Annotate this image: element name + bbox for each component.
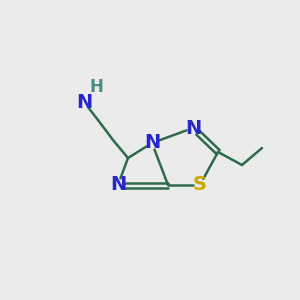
Text: N: N	[144, 134, 160, 152]
Text: N: N	[110, 176, 126, 194]
Text: H: H	[89, 78, 103, 96]
Text: N: N	[185, 118, 201, 137]
Text: S: S	[193, 176, 207, 194]
Text: N: N	[76, 92, 92, 112]
